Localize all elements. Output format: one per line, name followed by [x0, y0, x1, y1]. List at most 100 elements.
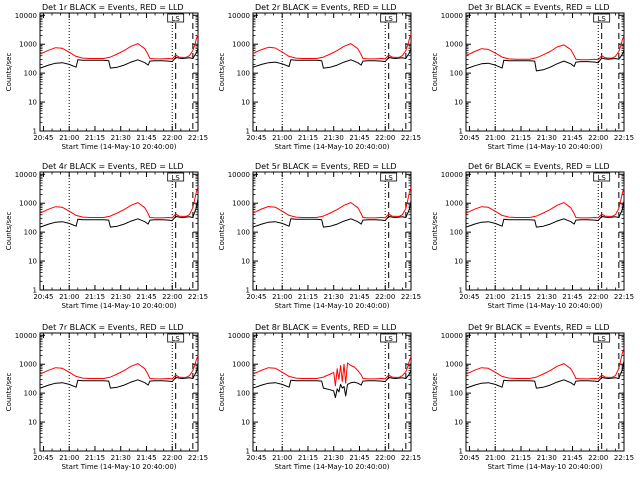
events-series-line [252, 200, 412, 228]
x-tick-label: 21:30 [111, 454, 131, 462]
y-axis-label: Counts/sec [5, 212, 13, 251]
ls-annotation-box [167, 172, 185, 182]
x-tick-label: 22:15 [188, 454, 208, 462]
x-tick-label: 21:30 [324, 293, 344, 301]
x-tick-label: 21:15 [298, 134, 318, 142]
detector-panel: Det 1r BLACK = Events, RED = LLD 1 10 100 10… [5, 3, 208, 151]
lld-series-line [465, 347, 625, 380]
lld-series-line [39, 186, 199, 219]
events-series-line [39, 365, 199, 389]
y-tick-label: 1 [33, 448, 37, 456]
y-tick-label: 10 [241, 258, 250, 266]
y-axis-label: Counts/sec [431, 373, 439, 412]
detector-panel: Det 7r BLACK = Events, RED = LLD 1 10 100 10… [5, 323, 208, 471]
ls-annotation: LS [172, 335, 181, 343]
y-tick-label: 1 [246, 448, 250, 456]
ls-annotation-box [593, 13, 611, 23]
x-tick-label: 21:15 [511, 454, 531, 462]
ls-annotation: LS [385, 15, 394, 23]
x-tick-label: 21:15 [85, 134, 105, 142]
y-tick-label: 100 [237, 390, 250, 398]
x-tick-label: 22:15 [401, 293, 421, 301]
lld-series-line [252, 186, 412, 219]
panel-title: Det 8r BLACK = Events, RED = LLD [255, 323, 397, 332]
x-tick-label: 20:45 [246, 454, 266, 462]
detector-panel: Det 3r BLACK = Events, RED = LLD 1 10 100 10… [431, 3, 634, 151]
x-tick-label: 21:30 [111, 293, 131, 301]
ls-annotation: LS [598, 15, 607, 23]
x-tick-label: 20:45 [459, 134, 479, 142]
panel-title: Det 1r BLACK = Events, RED = LLD [42, 3, 184, 12]
x-axis-label: Start Time (14-May-10 20:40:00) [61, 302, 176, 310]
x-tick-label: 22:15 [188, 134, 208, 142]
y-tick-label: 10000 [441, 332, 463, 340]
panel-title: Det 4r BLACK = Events, RED = LLD [42, 162, 184, 171]
lld-series-line [465, 187, 625, 219]
y-tick-label: 1 [459, 128, 463, 136]
x-tick-label: 21:45 [349, 454, 369, 462]
plot-frame [465, 12, 625, 132]
x-axis-label: Start Time (14-May-10 20:40:00) [487, 143, 602, 151]
y-tick-label: 10 [241, 99, 250, 107]
y-axis-label: Counts/sec [431, 53, 439, 92]
y-tick-label: 10 [454, 258, 463, 266]
x-tick-label: 21:15 [85, 293, 105, 301]
x-tick-label: 21:15 [298, 293, 318, 301]
x-tick-label: 22:00 [588, 454, 608, 462]
plot-frame [252, 12, 412, 132]
x-tick-label: 21:30 [324, 134, 344, 142]
x-tick-label: 21:30 [324, 454, 344, 462]
y-axis-label: Counts/sec [218, 212, 226, 251]
x-tick-label: 21:45 [349, 293, 369, 301]
y-tick-label: 1000 [19, 361, 37, 369]
x-tick-label: 21:30 [111, 134, 131, 142]
x-tick-label: 21:30 [537, 134, 557, 142]
lld-series-line [39, 355, 199, 380]
panel-title: Det 3r BLACK = Events, RED = LLD [468, 3, 610, 12]
x-tick-label: 21:00 [272, 134, 292, 142]
x-tick-label: 21:45 [349, 134, 369, 142]
panel-title: Det 7r BLACK = Events, RED = LLD [42, 323, 184, 332]
x-tick-label: 22:00 [375, 134, 395, 142]
ls-annotation: LS [385, 335, 394, 343]
x-tick-label: 21:30 [537, 454, 557, 462]
y-tick-label: 1000 [232, 41, 250, 49]
y-tick-label: 1000 [19, 41, 37, 49]
y-tick-label: 10 [241, 419, 250, 427]
y-tick-label: 1000 [232, 361, 250, 369]
x-tick-label: 21:30 [537, 293, 557, 301]
x-tick-label: 22:00 [375, 454, 395, 462]
x-tick-label: 21:00 [272, 454, 292, 462]
panel-title: Det 6r BLACK = Events, RED = LLD [468, 162, 610, 171]
x-tick-label: 20:45 [246, 134, 266, 142]
y-tick-label: 10000 [15, 332, 37, 340]
ls-annotation: LS [598, 335, 607, 343]
x-axis-label: Start Time (14-May-10 20:40:00) [487, 302, 602, 310]
y-tick-label: 100 [450, 229, 463, 237]
y-tick-label: 10 [28, 419, 37, 427]
ls-annotation-box [593, 172, 611, 182]
x-axis-label: Start Time (14-May-10 20:40:00) [487, 463, 602, 471]
panel-title: Det 5r BLACK = Events, RED = LLD [255, 162, 397, 171]
x-tick-label: 21:45 [562, 293, 582, 301]
y-tick-label: 1 [246, 128, 250, 136]
x-tick-label: 21:45 [136, 293, 156, 301]
plot-frame [39, 332, 199, 452]
ls-annotation: LS [172, 174, 181, 182]
x-tick-label: 22:15 [401, 134, 421, 142]
y-tick-label: 1 [246, 287, 250, 295]
y-axis-label: Counts/sec [218, 373, 226, 412]
y-tick-label: 1000 [232, 200, 250, 208]
events-series-line [39, 48, 199, 69]
detector-panel: Det 5r BLACK = Events, RED = LLD 1 10 100 10… [218, 162, 421, 310]
plot-frame [465, 171, 625, 291]
x-tick-label: 21:00 [485, 293, 505, 301]
plot-frame [252, 171, 412, 291]
y-tick-label: 10000 [441, 12, 463, 20]
events-series-line [39, 198, 199, 228]
lld-series-line [252, 33, 412, 60]
x-axis-label: Start Time (14-May-10 20:40:00) [61, 143, 176, 151]
y-tick-label: 1000 [445, 200, 463, 208]
x-tick-label: 21:45 [562, 134, 582, 142]
y-axis-label: Counts/sec [5, 53, 13, 92]
